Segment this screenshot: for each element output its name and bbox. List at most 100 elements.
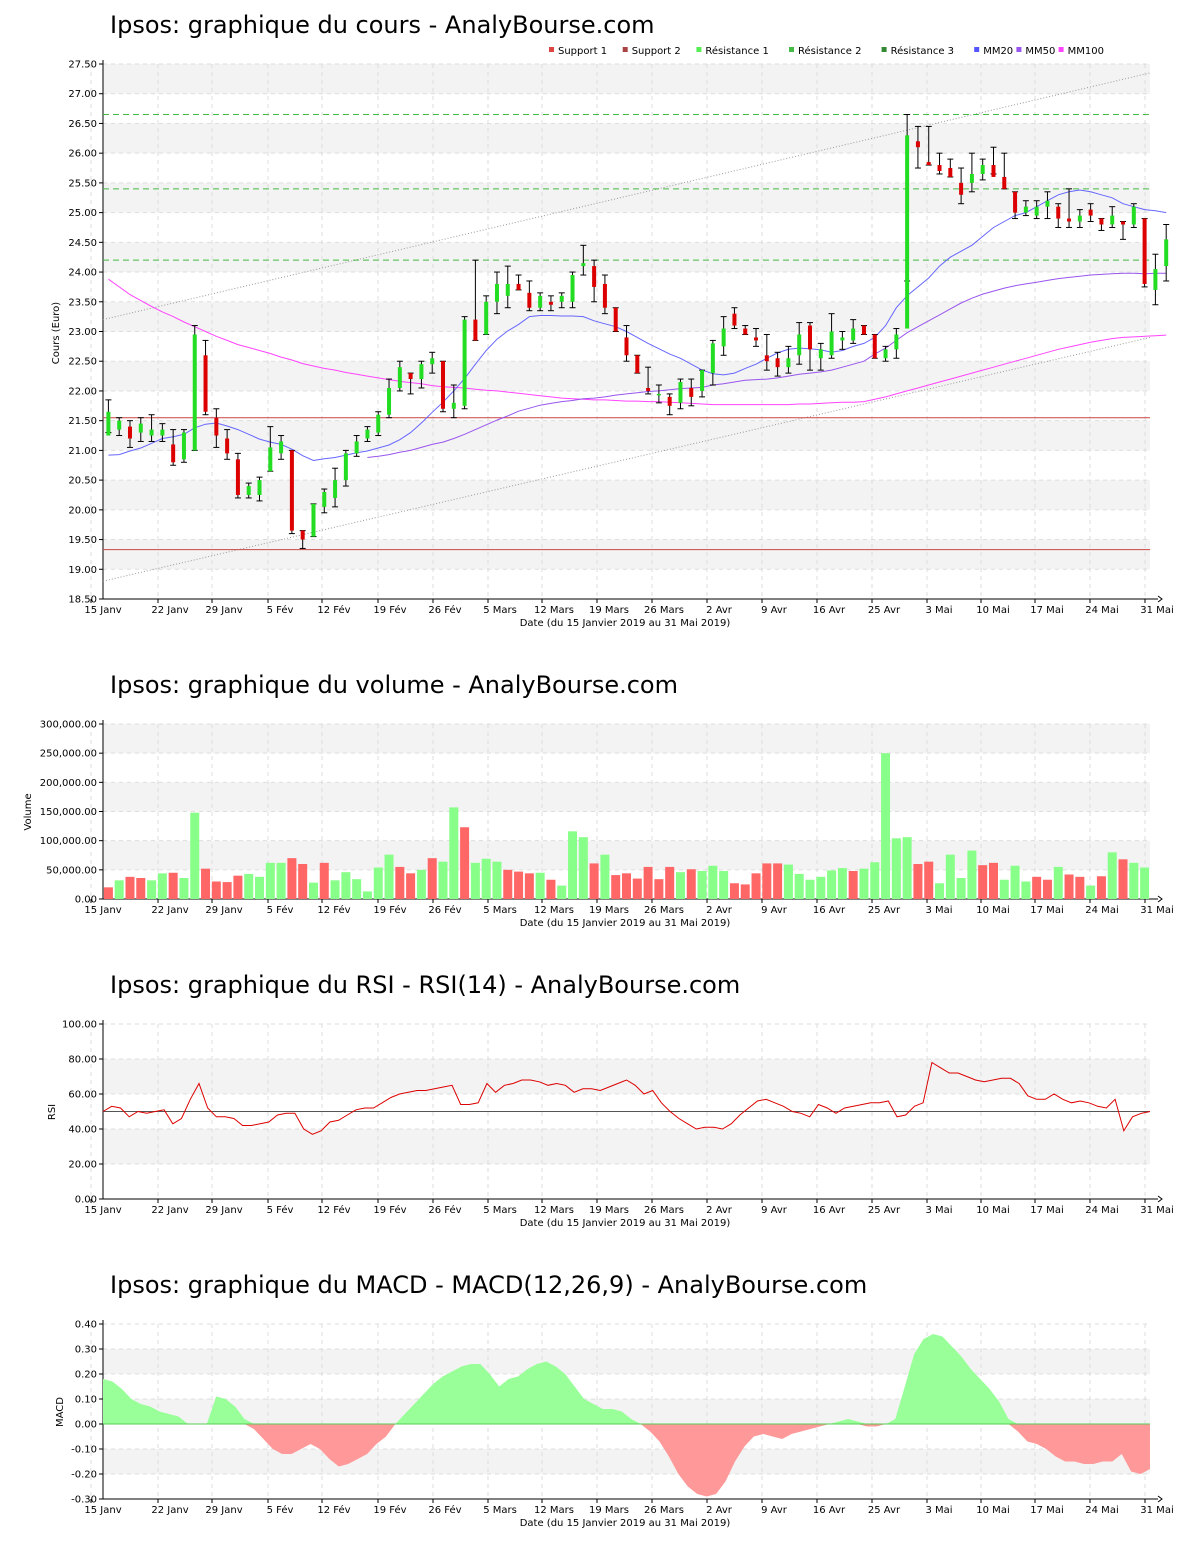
x-tick-label: 24 Mai	[1085, 905, 1118, 916]
y-tick-label: 26.00	[68, 149, 97, 160]
y-tick-label: 200,000.00	[40, 778, 97, 789]
x-tick-label: 19 Fév	[373, 1504, 406, 1516]
grid-band	[103, 182, 1150, 213]
volume-bar	[1010, 865, 1020, 899]
candle-body	[991, 165, 996, 177]
candle-body	[948, 168, 953, 177]
x-tick-label: 16 Avr	[813, 905, 846, 916]
volume-bar	[406, 873, 416, 899]
x-tick-label: 26 Mars	[644, 605, 684, 616]
legend-swatch	[789, 47, 794, 52]
y-tick-label: 21.00	[68, 446, 97, 457]
grid-band	[103, 1449, 1150, 1474]
volume-bar	[751, 873, 761, 899]
y-tick-label: 100.00	[62, 1020, 97, 1031]
candle-body	[721, 328, 726, 347]
grid-band	[103, 64, 1150, 94]
x-tick-label: 19 Fév	[373, 904, 406, 916]
candle-body	[1013, 191, 1018, 213]
volume-bar	[287, 858, 297, 899]
volume-bar	[125, 876, 135, 899]
x-tick-label: 16 Avr	[813, 605, 846, 616]
y-tick-label: 24.00	[68, 268, 97, 279]
candle-body	[754, 337, 759, 341]
x-tick-label: 24 Mai	[1085, 1205, 1118, 1216]
candle-body	[624, 337, 629, 356]
candle-body	[915, 141, 920, 148]
legend-label: Résistance 1	[705, 45, 768, 57]
x-tick-label: 17 Mai	[1030, 1205, 1063, 1216]
x-axis-arrow	[1157, 595, 1163, 603]
candle-body	[602, 283, 607, 308]
volume-bar	[708, 865, 718, 899]
candle-body	[937, 165, 942, 171]
x-tick-label: 15 Janv	[84, 905, 121, 916]
candle-body	[387, 387, 392, 415]
legend-label: Support 1	[558, 46, 607, 57]
volume-bar	[524, 873, 534, 899]
x-tick-label: 26 Mars	[644, 1205, 684, 1216]
x-tick-label: 17 Mai	[1030, 1505, 1063, 1516]
x-tick-label: 3 Mai	[925, 605, 952, 616]
macd-x-axis-label: Date (du 15 Janvier 2019 au 31 Mai 2019)	[520, 1518, 731, 1529]
candle-body	[1088, 209, 1093, 216]
x-tick-label: 9 Avr	[761, 905, 788, 916]
x-axis-arrow	[1157, 1495, 1163, 1503]
candle-body	[807, 325, 812, 350]
volume-bar	[773, 863, 783, 899]
volume-bar	[1032, 876, 1042, 899]
candle-body	[494, 283, 499, 302]
volume-bar	[600, 854, 610, 899]
volume-bar	[859, 868, 869, 899]
candle-body	[430, 358, 435, 365]
legend-label: Résistance 3	[891, 45, 954, 57]
x-tick-label: 19 Mars	[589, 1505, 629, 1516]
candle-body	[462, 319, 467, 406]
x-tick-label: 19 Fév	[373, 1204, 406, 1216]
y-tick-label: 60.00	[68, 1090, 97, 1101]
x-tick-label: 3 Mai	[925, 1505, 952, 1516]
volume-bar	[762, 863, 772, 899]
y-tick-label: 80.00	[68, 1055, 97, 1066]
price-chart-title: Ipsos: graphique du cours - AnalyBourse.…	[110, 11, 655, 39]
grid-band	[103, 420, 1150, 451]
x-tick-label: 12 Fév	[317, 1204, 350, 1216]
x-tick-label: 22 Janv	[151, 905, 188, 916]
x-tick-label: 9 Avr	[761, 1505, 788, 1516]
x-tick-label: 10 Mai	[976, 905, 1009, 916]
x-tick-label: 5 Mars	[483, 905, 517, 916]
volume-bar	[870, 862, 880, 899]
volume-bar	[837, 868, 847, 899]
volume-bar	[492, 861, 502, 899]
candle-body	[538, 295, 543, 308]
candle-body	[149, 429, 154, 436]
volume-bar	[568, 831, 578, 899]
candle-body	[181, 432, 186, 460]
volume-bar	[211, 881, 221, 899]
channel-upper	[102, 72, 1151, 321]
x-tick-label: 5 Mars	[483, 605, 517, 616]
volume-bar	[924, 861, 934, 899]
candle-body	[419, 364, 424, 380]
candle-body	[516, 283, 521, 290]
volume-bar	[945, 854, 955, 899]
legend-label: Support 2	[632, 46, 681, 57]
price-x-axis-label: Date (du 15 Janvier 2019 au 31 Mai 2019)	[520, 618, 731, 629]
x-tick-label: 29 Janv	[205, 905, 242, 916]
candle-body	[268, 447, 273, 472]
y-tick-label: 0.10	[75, 1395, 97, 1406]
volume-bar	[686, 869, 696, 899]
legend-swatch	[696, 47, 702, 52]
candle-body	[1131, 206, 1136, 225]
candle-body	[235, 459, 240, 495]
macd-negative-area	[103, 1424, 1150, 1497]
candle-body	[397, 367, 402, 388]
candle-body	[192, 334, 197, 451]
volume-bar	[535, 872, 545, 899]
x-tick-label: 12 Fév	[317, 604, 350, 616]
grid-band	[103, 242, 1150, 273]
candle-body	[667, 396, 672, 406]
price-y-axis-label: Cours (Euro)	[51, 302, 62, 365]
x-tick-label: 12 Mars	[534, 1505, 574, 1516]
